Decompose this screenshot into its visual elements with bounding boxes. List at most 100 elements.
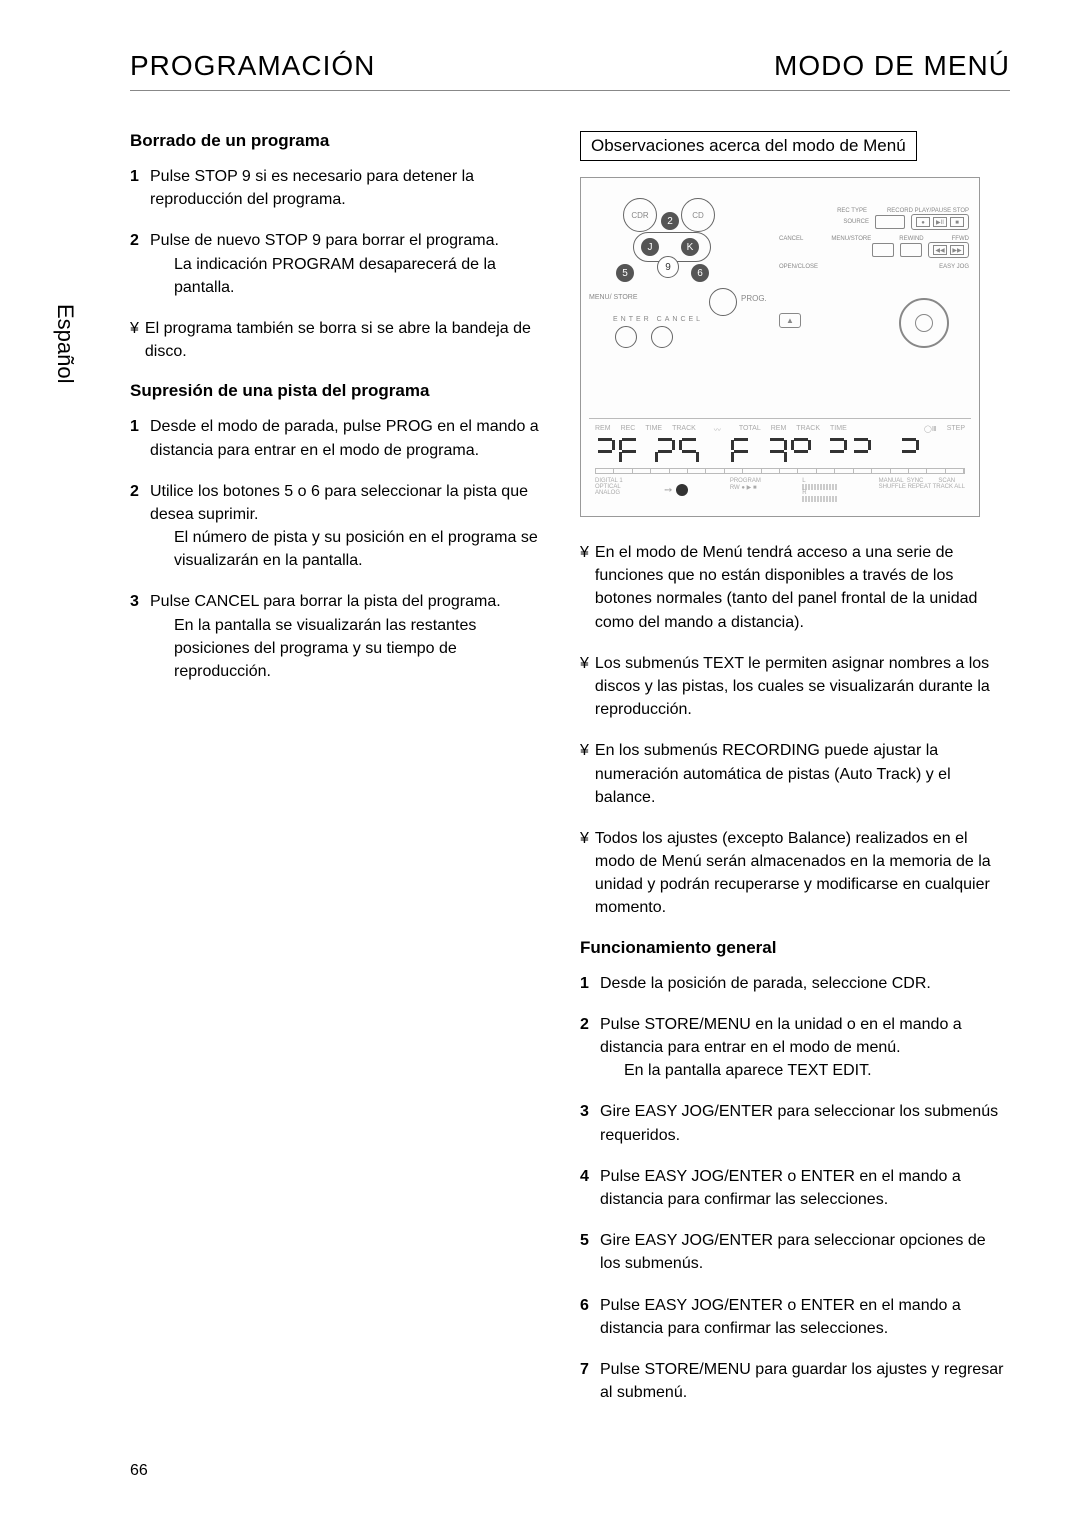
g-step-1: 1 Desde la posición de parada, seleccion… — [580, 972, 1010, 995]
g-step-7: 7 Pulse STORE/MENU para guardar los ajus… — [580, 1358, 1010, 1404]
step-number: 1 — [580, 972, 594, 995]
s2-step-3: 3 Pulse CANCEL para borrar la pista del … — [130, 590, 550, 683]
rp-ms-label: MENU/STORE — [831, 236, 871, 242]
s2-step-1: 1 Desde el modo de parada, pulse PROG en… — [130, 415, 550, 461]
step-number: 1 — [130, 165, 144, 211]
cancel-button-icon — [651, 326, 673, 348]
step-text: Pulse STORE/MENU para guardar los ajuste… — [600, 1358, 1010, 1404]
step-number: 3 — [130, 590, 144, 683]
step-number: 2 — [130, 480, 144, 573]
r-note-4: ¥ Todos los ajustes (excepto Balance) re… — [580, 827, 1010, 920]
step-text: Pulse EASY JOG/ENTER o ENTER en el mando… — [600, 1294, 1010, 1340]
step-text: Desde la posición de parada, seleccione … — [600, 972, 1010, 995]
cdr-button-icon: CDR — [623, 198, 657, 232]
track-bar — [595, 468, 965, 474]
badge-6: 6 — [691, 264, 709, 282]
step-number: 2 — [130, 229, 144, 299]
header-left-title: PROGRAMACIÓN — [130, 50, 375, 82]
mode-labels: MANUAL SYNC SCAN SHUFFLE REPEAT TRACK AL… — [879, 478, 965, 502]
display-top-labels: REM REC TIME TRACK 〰 TOTAL REM TRACK TIM… — [595, 425, 965, 435]
rp-rectype-label: REC TYPE — [837, 208, 867, 214]
boxed-section-title: Observaciones acerca del modo de Menú — [580, 131, 917, 161]
step-number: 6 — [580, 1294, 594, 1340]
language-tab: Español — [48, 300, 82, 388]
note-bullet: ¥ — [580, 827, 589, 920]
rw-label: RW — [730, 485, 740, 491]
transport-group-icon: ● ▶II ■ — [911, 214, 969, 230]
note-text: En el modo de Menú tendrá acceso a una s… — [595, 541, 1010, 634]
step-2: 2 Pulse de nuevo STOP 9 para borrar el p… — [130, 229, 550, 299]
step-number: 5 — [580, 1229, 594, 1275]
badge-j: J — [641, 238, 659, 256]
rp-jog-label: EASY JOG — [939, 264, 969, 270]
header-right-title: MODO DE MENÚ — [774, 50, 1010, 82]
step-number: 7 — [580, 1358, 594, 1404]
step-text: Pulse STORE/MENU en la unidad o en el ma… — [600, 1013, 1010, 1083]
g-step-6: 6 Pulse EASY JOG/ENTER o ENTER en el man… — [580, 1294, 1010, 1340]
note-bullet: ¥ — [580, 541, 589, 634]
menu-store-label: MENU/ STORE — [589, 294, 638, 301]
record-icon: ● — [916, 217, 930, 227]
step-number: 2 — [580, 1013, 594, 1083]
ffwd-icon: ▶▶ — [950, 245, 964, 255]
step-text: Gire EASY JOG/ENTER para seleccionar opc… — [600, 1229, 1010, 1275]
step-text: Pulse EASY JOG/ENTER o ENTER en el mando… — [600, 1165, 1010, 1211]
badge-2: 2 — [661, 212, 679, 230]
section-delete-track-title: Supresión de una pista del programa — [130, 381, 550, 401]
enter-button-icon — [615, 326, 637, 348]
g-step-3: 3 Gire EASY JOG/ENTER para seleccionar l… — [580, 1100, 1010, 1146]
step-1: 1 Pulse STOP 9 si es necesario para dete… — [130, 165, 550, 211]
rp-open-label: OPEN/CLOSE — [779, 264, 818, 270]
note-text: Todos los ajustes (excepto Balance) real… — [595, 827, 1010, 920]
display-bottom-row: DIGITAL 1 OPTICAL ANALOG ➙ PROGRAM RW ● … — [595, 478, 965, 502]
analog-label: ANALOG — [595, 490, 623, 496]
badge-k: K — [681, 238, 699, 256]
general-operation-title: Funcionamiento general — [580, 938, 1010, 958]
step-main-text: Pulse STORE/MENU en la unidad o en el ma… — [600, 1016, 962, 1056]
g-step-5: 5 Gire EASY JOG/ENTER para seleccionar o… — [580, 1229, 1010, 1275]
step-main-text: Pulse de nuevo STOP 9 para borrar el pro… — [150, 232, 499, 249]
step-text: Pulse STOP 9 si es necesario para detene… — [150, 165, 550, 211]
step-text: Pulse de nuevo STOP 9 para borrar el pro… — [150, 229, 550, 299]
prog-label: PROG. — [741, 294, 767, 303]
step-text: Utilice los botones 5 o 6 para seleccion… — [150, 480, 550, 573]
note-text: El programa también se borra si se abre … — [145, 317, 550, 363]
play-pause-icon: ▶II — [933, 217, 947, 227]
step-number: 1 — [130, 415, 144, 461]
step-text: Desde el modo de parada, pulse PROG en e… — [150, 415, 550, 461]
step-text: Pulse CANCEL para borrar la pista del pr… — [150, 590, 550, 683]
g-step-2: 2 Pulse STORE/MENU en la unidad o en el … — [580, 1013, 1010, 1083]
step-sub-text: El número de pista y su posición en el p… — [174, 526, 550, 572]
display-panel: REM REC TIME TRACK 〰 TOTAL REM TRACK TIM… — [589, 418, 971, 508]
step-sub-text: En la pantalla se visualizarán las resta… — [174, 614, 550, 684]
r-note-3: ¥ En los submenús RECORDING puede ajusta… — [580, 739, 1010, 809]
step-number: 4 — [580, 1165, 594, 1211]
step-text: Gire EASY JOG/ENTER para seleccionar los… — [600, 1100, 1010, 1146]
right-column: Observaciones acerca del modo de Menú CD… — [580, 131, 1010, 1422]
note-text: En los submenús RECORDING puede ajustar … — [595, 739, 1010, 809]
note-bullet: ¥ — [130, 317, 139, 363]
page-header: PROGRAMACIÓN MODO DE MENÚ — [130, 50, 1010, 91]
step-sub-text: La indicación PROGRAM desaparecerá de la… — [174, 253, 550, 299]
note-bullet: ¥ — [580, 652, 589, 722]
step-main-text: Utilice los botones 5 o 6 para seleccion… — [150, 483, 528, 523]
device-diagram: CDR CD 2 J K 5 9 6 MENU/ STORE PROG. ENT… — [580, 177, 980, 517]
rewind-icon: ◀◀ — [933, 245, 947, 255]
s2-step-2: 2 Utilice los botones 5 o 6 para selecci… — [130, 480, 550, 573]
g-step-4: 4 Pulse EASY JOG/ENTER o ENTER en el man… — [580, 1165, 1010, 1211]
source-button-icon — [875, 215, 905, 229]
segment-display — [595, 438, 965, 464]
enter-cancel-label: ENTER CANCEL — [613, 316, 703, 323]
stop-icon: ■ — [950, 217, 964, 227]
rp-rew-label: REWIND — [899, 236, 923, 242]
note-bullet: ¥ — [580, 739, 589, 809]
left-column: Borrado de un programa 1 Pulse STOP 9 si… — [130, 131, 550, 1422]
section-erase-title: Borrado de un programa — [130, 131, 550, 151]
cd-button-icon: CD — [681, 198, 715, 232]
cancel-button-icon — [872, 243, 894, 257]
rp-source-label: SOURCE — [843, 219, 869, 225]
badge-9: 9 — [657, 256, 679, 278]
control-panel-right: REC TYPE RECORD PLAY/PAUSE STOP SOURCE ●… — [779, 208, 969, 358]
rp-cancel-label: CANCEL — [779, 236, 803, 242]
prog-button-icon — [709, 288, 737, 316]
